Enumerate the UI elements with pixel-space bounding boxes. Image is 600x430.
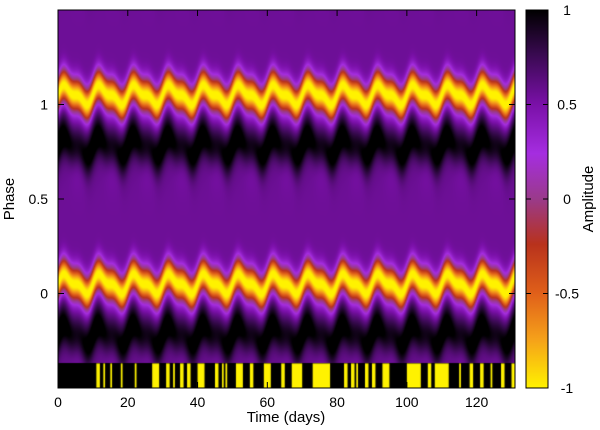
colorbar-tick-label: 1	[563, 2, 571, 18]
colorbar-tick-label: -1	[561, 380, 574, 396]
x-axis: 0 20 40 60 80 100 120	[54, 10, 489, 410]
heatmap-image	[58, 10, 515, 388]
y-axis-title: Phase	[1, 178, 18, 221]
colorbar-title: Amplitude	[580, 166, 597, 233]
colorbar-tick-label: -0.5	[555, 286, 579, 302]
y-tick-label: 0.5	[29, 191, 49, 207]
y-tick-label: 0	[40, 286, 48, 302]
colorbar-tick-label: 0	[563, 191, 571, 207]
y-tick-label: 1	[40, 97, 48, 113]
y-axis: 00.51	[29, 97, 515, 302]
x-tick-label: 80	[329, 394, 345, 410]
colorbar-tick-label: 0.5	[557, 97, 577, 113]
x-tick-label: 0	[54, 394, 62, 410]
x-tick-label: 60	[260, 394, 276, 410]
x-axis-title: Time (days)	[247, 409, 326, 426]
x-tick-label: 20	[120, 394, 136, 410]
x-tick-label: 120	[465, 394, 489, 410]
colorbar-axis: 1 0.5 0 -0.5 -1	[526, 2, 579, 396]
x-tick-label: 100	[395, 394, 419, 410]
x-tick-label: 40	[190, 394, 206, 410]
